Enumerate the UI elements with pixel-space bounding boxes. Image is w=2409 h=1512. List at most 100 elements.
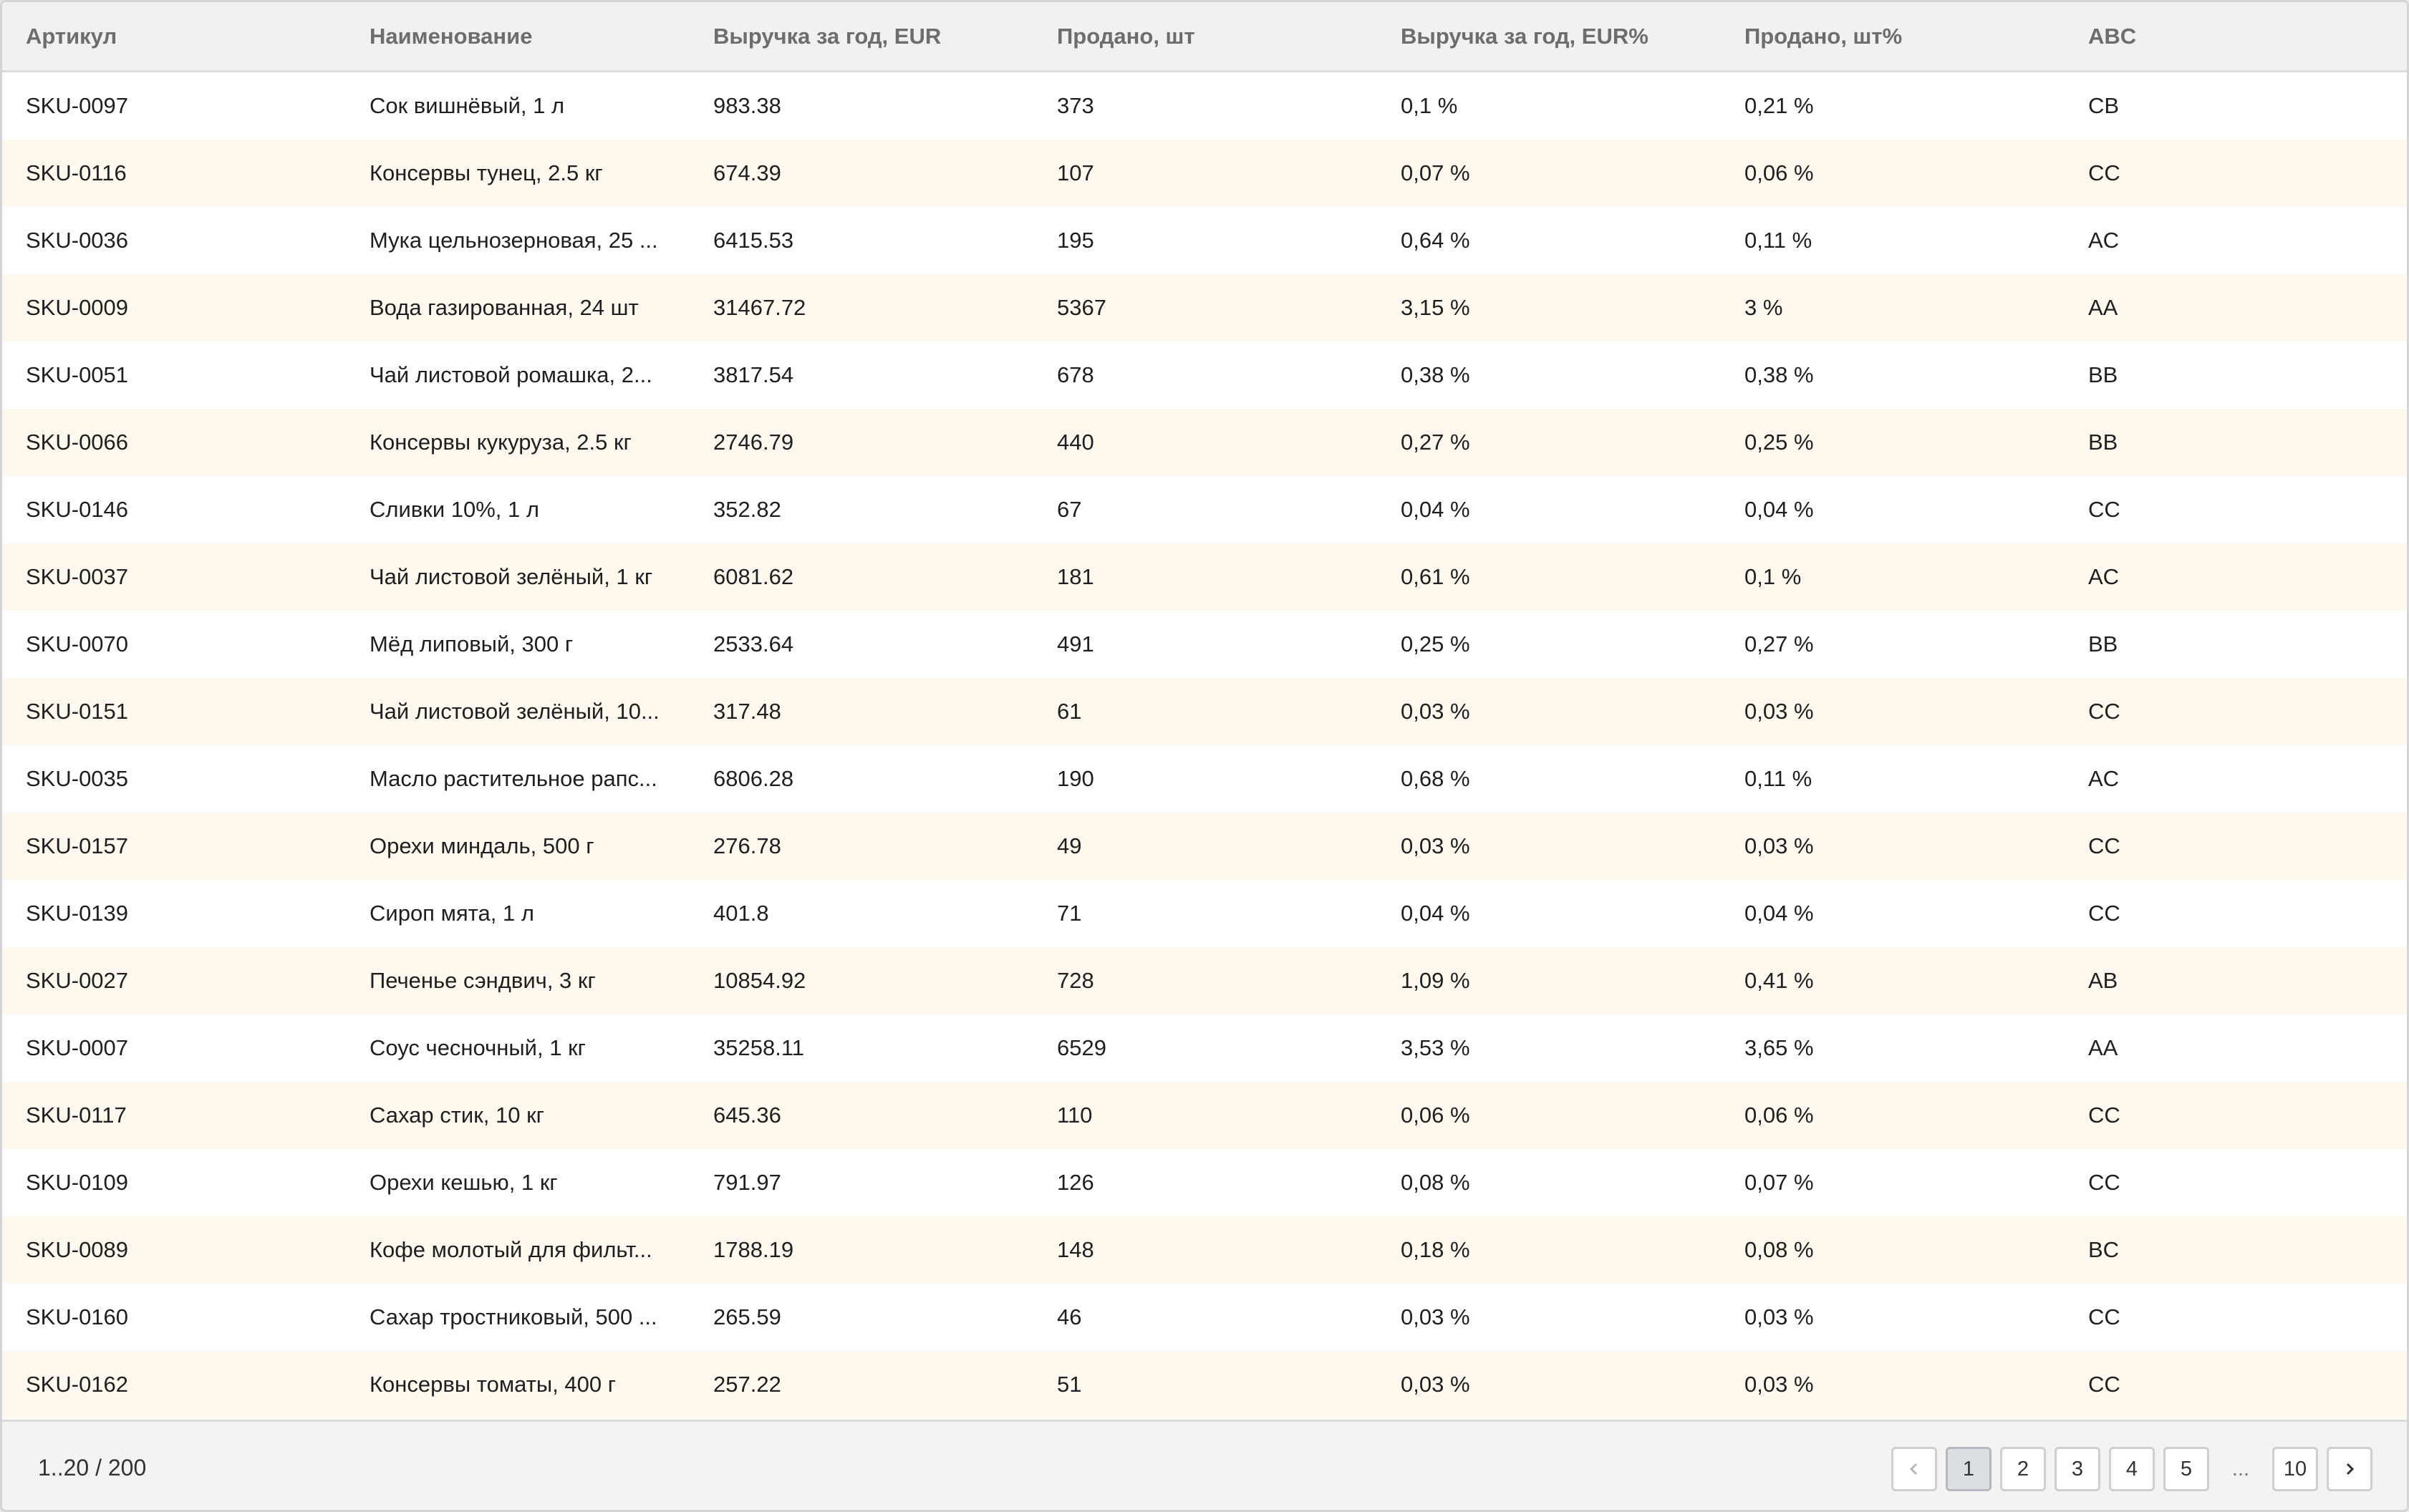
revenue-percent-cell: 0,38 % xyxy=(1401,362,1470,387)
table-row[interactable]: SKU-0027 Печенье сэндвич, 3 кг 10854.92 728… xyxy=(2,947,2407,1014)
revenue-cell: 276.78 xyxy=(713,833,781,858)
sold-cell: 440 xyxy=(1057,430,1094,455)
chevron-left-icon xyxy=(1909,1463,1918,1475)
sold-percent-cell: 0,04 % xyxy=(1744,901,1814,926)
page-button-3[interactable]: 3 xyxy=(2055,1447,2100,1491)
sku-cell: SKU-0089 xyxy=(26,1237,129,1262)
table-row[interactable]: SKU-0117 Сахар стик, 10 кг 645.36 110 0,06 %… xyxy=(2,1082,2407,1149)
abc-cell: CC xyxy=(2088,1102,2120,1128)
revenue-cell: 2533.64 xyxy=(713,631,794,656)
abc-cell: CC xyxy=(2088,699,2120,724)
table-row[interactable]: SKU-0109 Орехи кешью, 1 кг 791.97 126 0,08 %… xyxy=(2,1149,2407,1216)
abc-cell: AC xyxy=(2088,564,2120,589)
sold-cell: 5367 xyxy=(1057,295,1106,320)
next-page-button[interactable] xyxy=(2327,1447,2372,1491)
table-row[interactable]: SKU-0035 Масло растительное рапс... 6806.2… xyxy=(2,745,2407,813)
sku-cell: SKU-0035 xyxy=(26,766,129,791)
revenue-percent-cell: 0,03 % xyxy=(1401,1304,1470,1329)
revenue-percent-cell: 0,18 % xyxy=(1401,1237,1470,1262)
page-button-1[interactable]: 1 xyxy=(1946,1447,1992,1491)
column-header-revenue-percent[interactable]: Выручка за год, EUR% xyxy=(1401,23,1648,49)
page-button-4[interactable]: 4 xyxy=(2109,1447,2155,1491)
revenue-cell: 983.38 xyxy=(713,93,781,118)
column-header-sold-percent[interactable]: Продано, шт% xyxy=(1744,23,1903,49)
revenue-percent-cell: 0,27 % xyxy=(1401,430,1470,455)
prev-page-button[interactable] xyxy=(1891,1447,1937,1491)
abc-cell: CC xyxy=(2088,833,2120,858)
table-row[interactable]: SKU-0037 Чай листовой зелёный, 1 кг 6081.6… xyxy=(2,543,2407,611)
sold-cell: 126 xyxy=(1057,1170,1094,1195)
name-cell: Сахар стик, 10 кг xyxy=(370,1102,544,1128)
page-button-2[interactable]: 2 xyxy=(2000,1447,2046,1491)
abc-cell: AA xyxy=(2088,1035,2118,1060)
sold-cell: 491 xyxy=(1057,631,1094,656)
sold-percent-cell: 3 % xyxy=(1744,295,1783,320)
sold-cell: 49 xyxy=(1057,833,1082,858)
column-header-name[interactable]: Наименование xyxy=(370,23,533,49)
page-button-10[interactable]: 10 xyxy=(2272,1447,2318,1491)
revenue-percent-cell: 0,03 % xyxy=(1401,1372,1470,1397)
sku-cell: SKU-0009 xyxy=(26,295,129,320)
revenue-percent-cell: 1,09 % xyxy=(1401,968,1470,993)
abc-cell: AC xyxy=(2088,766,2120,791)
name-cell: Чай листовой зелёный, 1 кг xyxy=(370,564,653,589)
table-row[interactable]: SKU-0151 Чай листовой зелёный, 10... 317.4… xyxy=(2,678,2407,745)
name-cell: Чай листовой ромашка, 2... xyxy=(370,362,652,387)
revenue-cell: 6806.28 xyxy=(713,766,794,791)
table-row[interactable]: SKU-0146 Сливки 10%, 1 л 352.82 67 0,04 % 0,0… xyxy=(2,476,2407,543)
name-cell: Сироп мята, 1 л xyxy=(370,901,534,926)
table-row[interactable]: SKU-0051 Чай листовой ромашка, 2... 3817.5… xyxy=(2,341,2407,409)
column-header-sku[interactable]: Артикул xyxy=(26,23,117,49)
name-cell: Консервы томаты, 400 г xyxy=(370,1372,617,1397)
name-cell: Чай листовой зелёный, 10... xyxy=(370,699,660,724)
name-cell: Сок вишнёвый, 1 л xyxy=(370,93,565,118)
sold-cell: 51 xyxy=(1057,1372,1082,1397)
table-row[interactable]: SKU-0066 Консервы кукуруза, 2.5 кг 2746.79… xyxy=(2,409,2407,476)
sold-percent-cell: 0,03 % xyxy=(1744,1372,1814,1397)
table-header: Артикул Наименование Выручка за год, EUR… xyxy=(2,2,2407,72)
revenue-percent-cell: 0,25 % xyxy=(1401,631,1470,656)
table-row[interactable]: SKU-0070 Мёд липовый, 300 г 2533.64 491 0,25… xyxy=(2,611,2407,678)
table-footer: 1..20 / 200 1 2 3 4 5 ... 10 xyxy=(2,1420,2407,1510)
column-header-abc[interactable]: ABC xyxy=(2088,23,2137,49)
revenue-percent-cell: 0,04 % xyxy=(1401,497,1470,522)
sku-cell: SKU-0160 xyxy=(26,1304,129,1329)
sold-percent-cell: 0,03 % xyxy=(1744,1304,1814,1329)
table-row[interactable]: SKU-0157 Орехи миндаль, 500 г 276.78 49 0,03… xyxy=(2,813,2407,880)
sku-cell: SKU-0066 xyxy=(26,430,129,455)
sold-percent-cell: 0,11 % xyxy=(1744,766,1812,791)
sold-percent-cell: 0,03 % xyxy=(1744,833,1814,858)
table-row[interactable]: SKU-0036 Мука цельнозерновая, 25 ... 6415.… xyxy=(2,207,2407,274)
name-cell: Кофе молотый для фильт... xyxy=(370,1237,652,1262)
sku-cell: SKU-0070 xyxy=(26,631,129,656)
sold-cell: 190 xyxy=(1057,766,1094,791)
table-row[interactable]: SKU-0116 Консервы тунец, 2.5 кг 674.39 107 0… xyxy=(2,140,2407,207)
abc-cell: CC xyxy=(2088,901,2120,926)
revenue-cell: 257.22 xyxy=(713,1372,781,1397)
column-header-revenue[interactable]: Выручка за год, EUR xyxy=(713,23,942,49)
sold-cell: 46 xyxy=(1057,1304,1082,1329)
abc-cell: CC xyxy=(2088,1304,2120,1329)
page-button-5[interactable]: 5 xyxy=(2163,1447,2209,1491)
table-row[interactable]: SKU-0162 Консервы томаты, 400 г 257.22 51 0,… xyxy=(2,1351,2407,1418)
column-header-sold[interactable]: Продано, шт xyxy=(1057,23,1195,49)
name-cell: Масло растительное рапс... xyxy=(370,766,657,791)
sold-percent-cell: 0,25 % xyxy=(1744,430,1814,455)
table-row[interactable]: SKU-0009 Вода газированная, 24 шт 31467.72… xyxy=(2,274,2407,341)
sku-cell: SKU-0157 xyxy=(26,833,129,858)
abc-cell: AA xyxy=(2088,295,2118,320)
sold-percent-cell: 0,41 % xyxy=(1744,968,1814,993)
table-row[interactable]: SKU-0160 Сахар тростниковый, 500 ... 265.5… xyxy=(2,1284,2407,1351)
revenue-cell: 10854.92 xyxy=(713,968,806,993)
sold-percent-cell: 0,08 % xyxy=(1744,1237,1814,1262)
sold-cell: 373 xyxy=(1057,93,1094,118)
table-row[interactable]: SKU-0139 Сироп мята, 1 л 401.8 71 0,04 % 0,04… xyxy=(2,880,2407,947)
abc-cell: CC xyxy=(2088,1170,2120,1195)
table-row[interactable]: SKU-0097 Сок вишнёвый, 1 л 983.38 373 0,1 % 0… xyxy=(2,72,2407,140)
sold-percent-cell: 0,38 % xyxy=(1744,362,1814,387)
revenue-cell: 674.39 xyxy=(713,160,781,185)
pagination: 1 2 3 4 5 ... 10 xyxy=(1883,1446,2372,1492)
table-row[interactable]: SKU-0007 Соус чесночный, 1 кг 35258.11 6529… xyxy=(2,1014,2407,1082)
table-row[interactable]: SKU-0089 Кофе молотый для фильт... 1788.19… xyxy=(2,1216,2407,1284)
